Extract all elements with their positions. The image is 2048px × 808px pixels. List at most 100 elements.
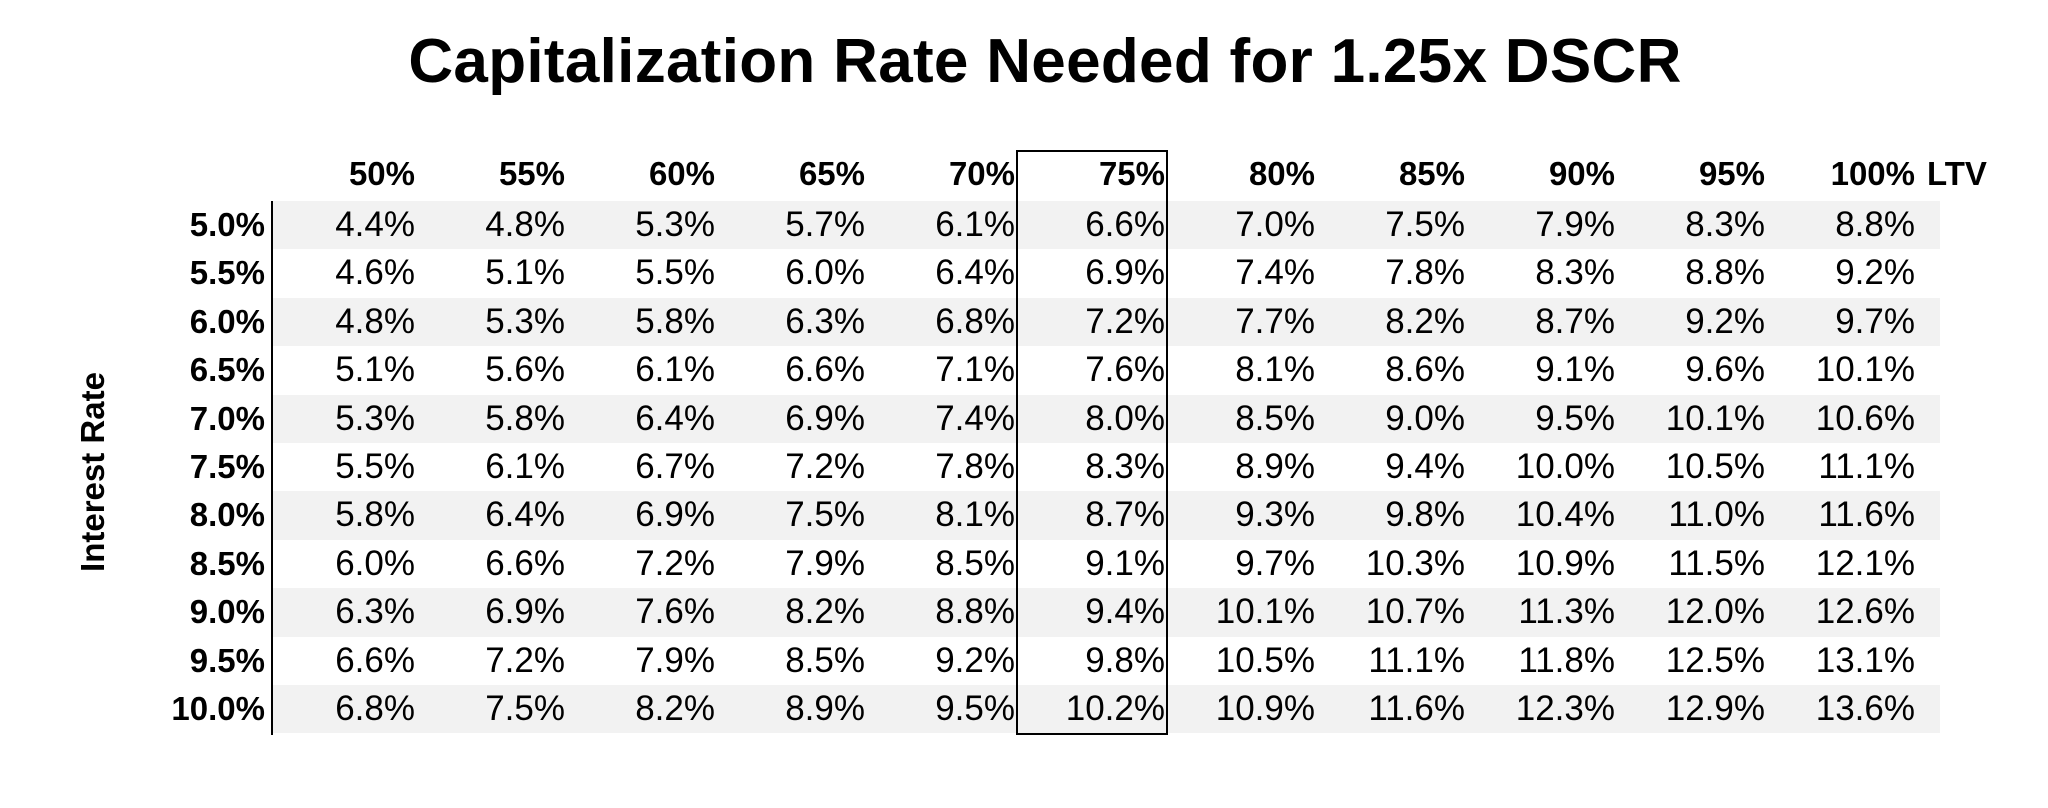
table-cell: 9.4% [1085,592,1165,632]
table-cell: 7.1% [935,350,1015,390]
column-header: 50% [348,155,415,192]
table-cell: 10.4% [1515,495,1615,535]
table-cell: 9.2% [1835,253,1915,293]
table-cell: 6.9% [635,495,715,535]
table-cell: 5.7% [785,205,865,244]
table-cell: 6.0% [785,253,865,293]
table-cell: 7.7% [1235,301,1315,341]
table-cell: 7.9% [635,640,715,680]
table-cell: 8.0% [1085,398,1165,438]
table-cell: 8.8% [1835,205,1915,244]
table-cell: 7.4% [1235,253,1315,293]
column-header: 90% [1548,155,1615,192]
column-header: 60% [648,155,715,192]
row-header: 8.5% [189,544,265,582]
chart-title: Capitalization Rate Needed for 1.25x DSC… [408,27,1682,96]
table-cell: 9.7% [1235,543,1315,583]
table-cell: 6.1% [485,447,565,486]
table-cell: 6.1% [935,205,1015,244]
table-left-rule [271,201,273,736]
table-cell: 12.0% [1665,592,1765,632]
row-band [272,588,1940,637]
row-band [272,491,1940,540]
table-cell: 4.8% [485,205,565,244]
row-band [272,394,1940,443]
table-cell: 6.7% [635,447,715,486]
table-cell: 6.3% [335,592,415,632]
row-header: 6.0% [189,302,265,340]
table-cell: 6.6% [1085,205,1165,244]
table-cell: 6.4% [935,253,1015,293]
table-cell: 5.1% [485,253,565,293]
column-header: 85% [1398,155,1465,192]
column-axis-title: LTV [1927,155,1987,192]
table-cell: 10.9% [1515,543,1615,583]
table-cell: 4.4% [335,205,415,244]
table-cell: 5.3% [485,301,565,341]
table-cell: 6.9% [1085,253,1165,293]
table-cell: 8.3% [1685,205,1765,244]
table-cell: 11.1% [1818,447,1915,486]
table-cell: 9.2% [1685,301,1765,341]
table-cell: 11.3% [1518,592,1615,632]
table-cell: 4.6% [335,253,415,293]
table-cell: 9.7% [1835,301,1915,341]
row-band [272,201,1940,250]
table-cell: 7.2% [635,543,715,583]
table-cell: 9.4% [1385,447,1465,486]
table-cell: 4.8% [335,301,415,341]
highlight-column-box [1016,150,1168,736]
table-cell: 10.9% [1215,689,1315,728]
table-cell: 10.1% [1815,350,1915,390]
table-cell: 11.1% [1368,640,1465,680]
row-header: 9.5% [189,641,265,679]
table-cell: 8.7% [1535,301,1615,341]
table-cell: 7.2% [485,640,565,680]
column-header: 100% [1830,155,1915,192]
table-cell: 9.3% [1235,495,1315,535]
table-cell: 6.4% [485,495,565,535]
table-cell: 5.6% [485,350,565,390]
table-cell: 8.5% [1235,398,1315,438]
table-cell: 5.1% [335,350,415,390]
table-cell: 9.6% [1685,350,1765,390]
table-cell: 5.8% [485,398,565,438]
table-cell: 10.1% [1665,398,1765,438]
row-band [272,685,1940,734]
table-cell: 12.1% [1815,543,1915,583]
column-header: 65% [798,155,865,192]
table-cell: 7.9% [1535,205,1615,244]
column-header: 80% [1248,155,1315,192]
row-band [272,297,1940,347]
table-cell: 13.6% [1815,689,1915,728]
table-cell: 8.2% [785,592,865,632]
table-cell: 8.5% [935,543,1015,583]
row-header: 6.5% [189,351,265,389]
table-cell: 7.8% [935,447,1015,486]
table-cell: 10.2% [1065,689,1165,728]
row-header: 9.0% [189,593,265,631]
table-cell: 8.8% [1685,253,1765,293]
table-cell: 7.6% [1085,350,1165,390]
table-cell: 8.2% [1385,301,1465,341]
table-cell: 5.8% [635,301,715,341]
table-cell: 10.1% [1215,592,1315,632]
row-header: 5.5% [189,254,265,292]
row-header: 5.0% [189,206,265,243]
table-cell: 8.9% [785,689,865,728]
table-cell: 5.3% [335,398,415,438]
table-cell: 6.6% [485,543,565,583]
table-cell: 7.8% [1385,253,1465,293]
table-cell: 12.3% [1515,689,1615,728]
table-cell: 8.2% [635,689,715,728]
table-cell: 8.9% [1235,447,1315,486]
table-cell: 9.5% [1535,398,1615,438]
row-header: 7.5% [189,448,265,485]
table-cell: 9.8% [1385,495,1465,535]
table-cell: 9.1% [1535,350,1615,390]
table-cell: 6.8% [935,301,1015,341]
table-cell: 11.8% [1518,640,1615,680]
table-cell: 6.9% [485,592,565,632]
table-cell: 9.5% [935,689,1015,728]
